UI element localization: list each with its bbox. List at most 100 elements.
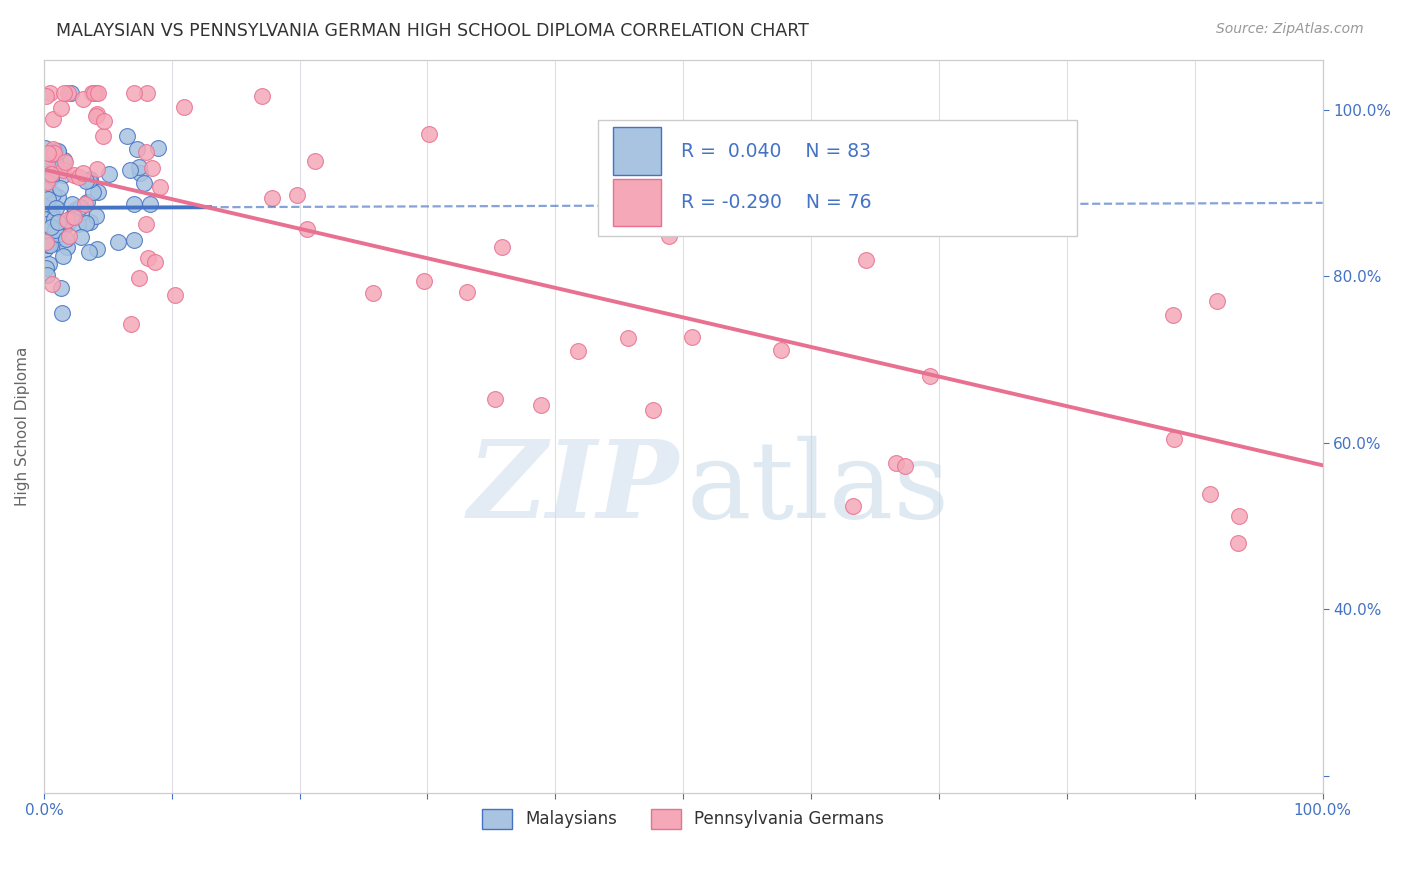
Legend: Malaysians, Pennsylvania Germans: Malaysians, Pennsylvania Germans (475, 802, 891, 836)
Point (72, 166, 94, 180)
Point (86, 161, 108, 176)
Point (918, 368, 941, 383)
Point (135, 217, 157, 231)
Point (252, 89, 274, 103)
Point (769, 343, 792, 357)
Point (69, 230, 91, 244)
Point (63, 210, 86, 224)
Point (77, 173, 100, 187)
Point (135, 145, 157, 159)
Point (1163, 432, 1185, 446)
Text: R = -0.290    N = 76: R = -0.290 N = 76 (681, 193, 872, 212)
Point (107, 235, 129, 249)
Point (60, 86, 83, 100)
Point (69, 200, 91, 214)
Point (122, 86, 145, 100)
Point (46, 190, 69, 204)
Point (53, 153, 76, 167)
Point (86, 107, 108, 121)
Point (35, 168, 58, 182)
Point (93, 129, 115, 144)
Point (52, 169, 75, 183)
Point (35, 260, 58, 275)
FancyBboxPatch shape (613, 178, 661, 227)
Point (35, 156, 58, 170)
Point (58, 229, 80, 244)
Point (127, 142, 149, 156)
Point (41, 277, 63, 291)
Point (45, 201, 67, 215)
Point (46, 145, 69, 160)
Point (681, 330, 703, 344)
Point (146, 141, 169, 155)
Y-axis label: High School Diploma: High School Diploma (15, 346, 30, 506)
Point (38, 257, 60, 271)
Point (418, 127, 440, 141)
Point (297, 222, 319, 236)
Point (82, 86, 104, 100)
Text: ZIP: ZIP (468, 435, 679, 541)
Point (128, 161, 150, 175)
Point (42, 209, 65, 223)
Point (173, 100, 195, 114)
Point (658, 228, 681, 243)
Point (35, 189, 58, 203)
Point (49, 281, 72, 295)
Point (143, 255, 166, 269)
Point (37, 192, 59, 206)
Point (48, 221, 70, 235)
Point (567, 344, 589, 359)
Point (37, 175, 59, 189)
Point (35, 217, 58, 231)
Point (855, 253, 877, 268)
Point (63, 202, 86, 217)
Point (38, 150, 60, 164)
Point (53, 86, 76, 100)
Point (42, 186, 65, 201)
Point (35, 217, 58, 231)
Point (149, 179, 172, 194)
Point (75, 197, 97, 211)
Point (84, 86, 107, 100)
Point (617, 331, 640, 345)
Point (1206, 293, 1229, 308)
Point (1161, 308, 1184, 322)
Point (412, 274, 434, 288)
Point (122, 197, 145, 211)
Point (35, 268, 58, 282)
Point (1229, 508, 1251, 523)
Point (83, 86, 105, 100)
Point (53, 155, 76, 169)
FancyBboxPatch shape (613, 128, 661, 175)
Point (37, 237, 59, 252)
Point (39, 167, 62, 181)
Point (79, 172, 101, 186)
Point (361, 285, 384, 300)
Point (894, 459, 917, 474)
Point (641, 402, 664, 417)
Point (42, 142, 65, 156)
Point (42, 112, 65, 126)
Point (86, 242, 108, 256)
Point (51, 306, 73, 320)
Point (456, 285, 478, 300)
Point (34, 212, 56, 227)
Point (69, 206, 91, 220)
Point (260, 191, 283, 205)
Point (884, 456, 907, 470)
Point (115, 129, 138, 144)
Point (46, 236, 69, 251)
Point (39, 220, 62, 235)
Point (56, 240, 79, 254)
Point (93, 114, 115, 128)
Point (82, 186, 104, 200)
Point (51, 163, 73, 178)
Point (38, 232, 60, 246)
Point (56, 86, 79, 100)
Point (132, 176, 155, 190)
Point (34, 243, 56, 257)
Point (648, 167, 671, 181)
Point (136, 251, 159, 265)
Point (44, 159, 66, 173)
Point (55, 232, 77, 246)
